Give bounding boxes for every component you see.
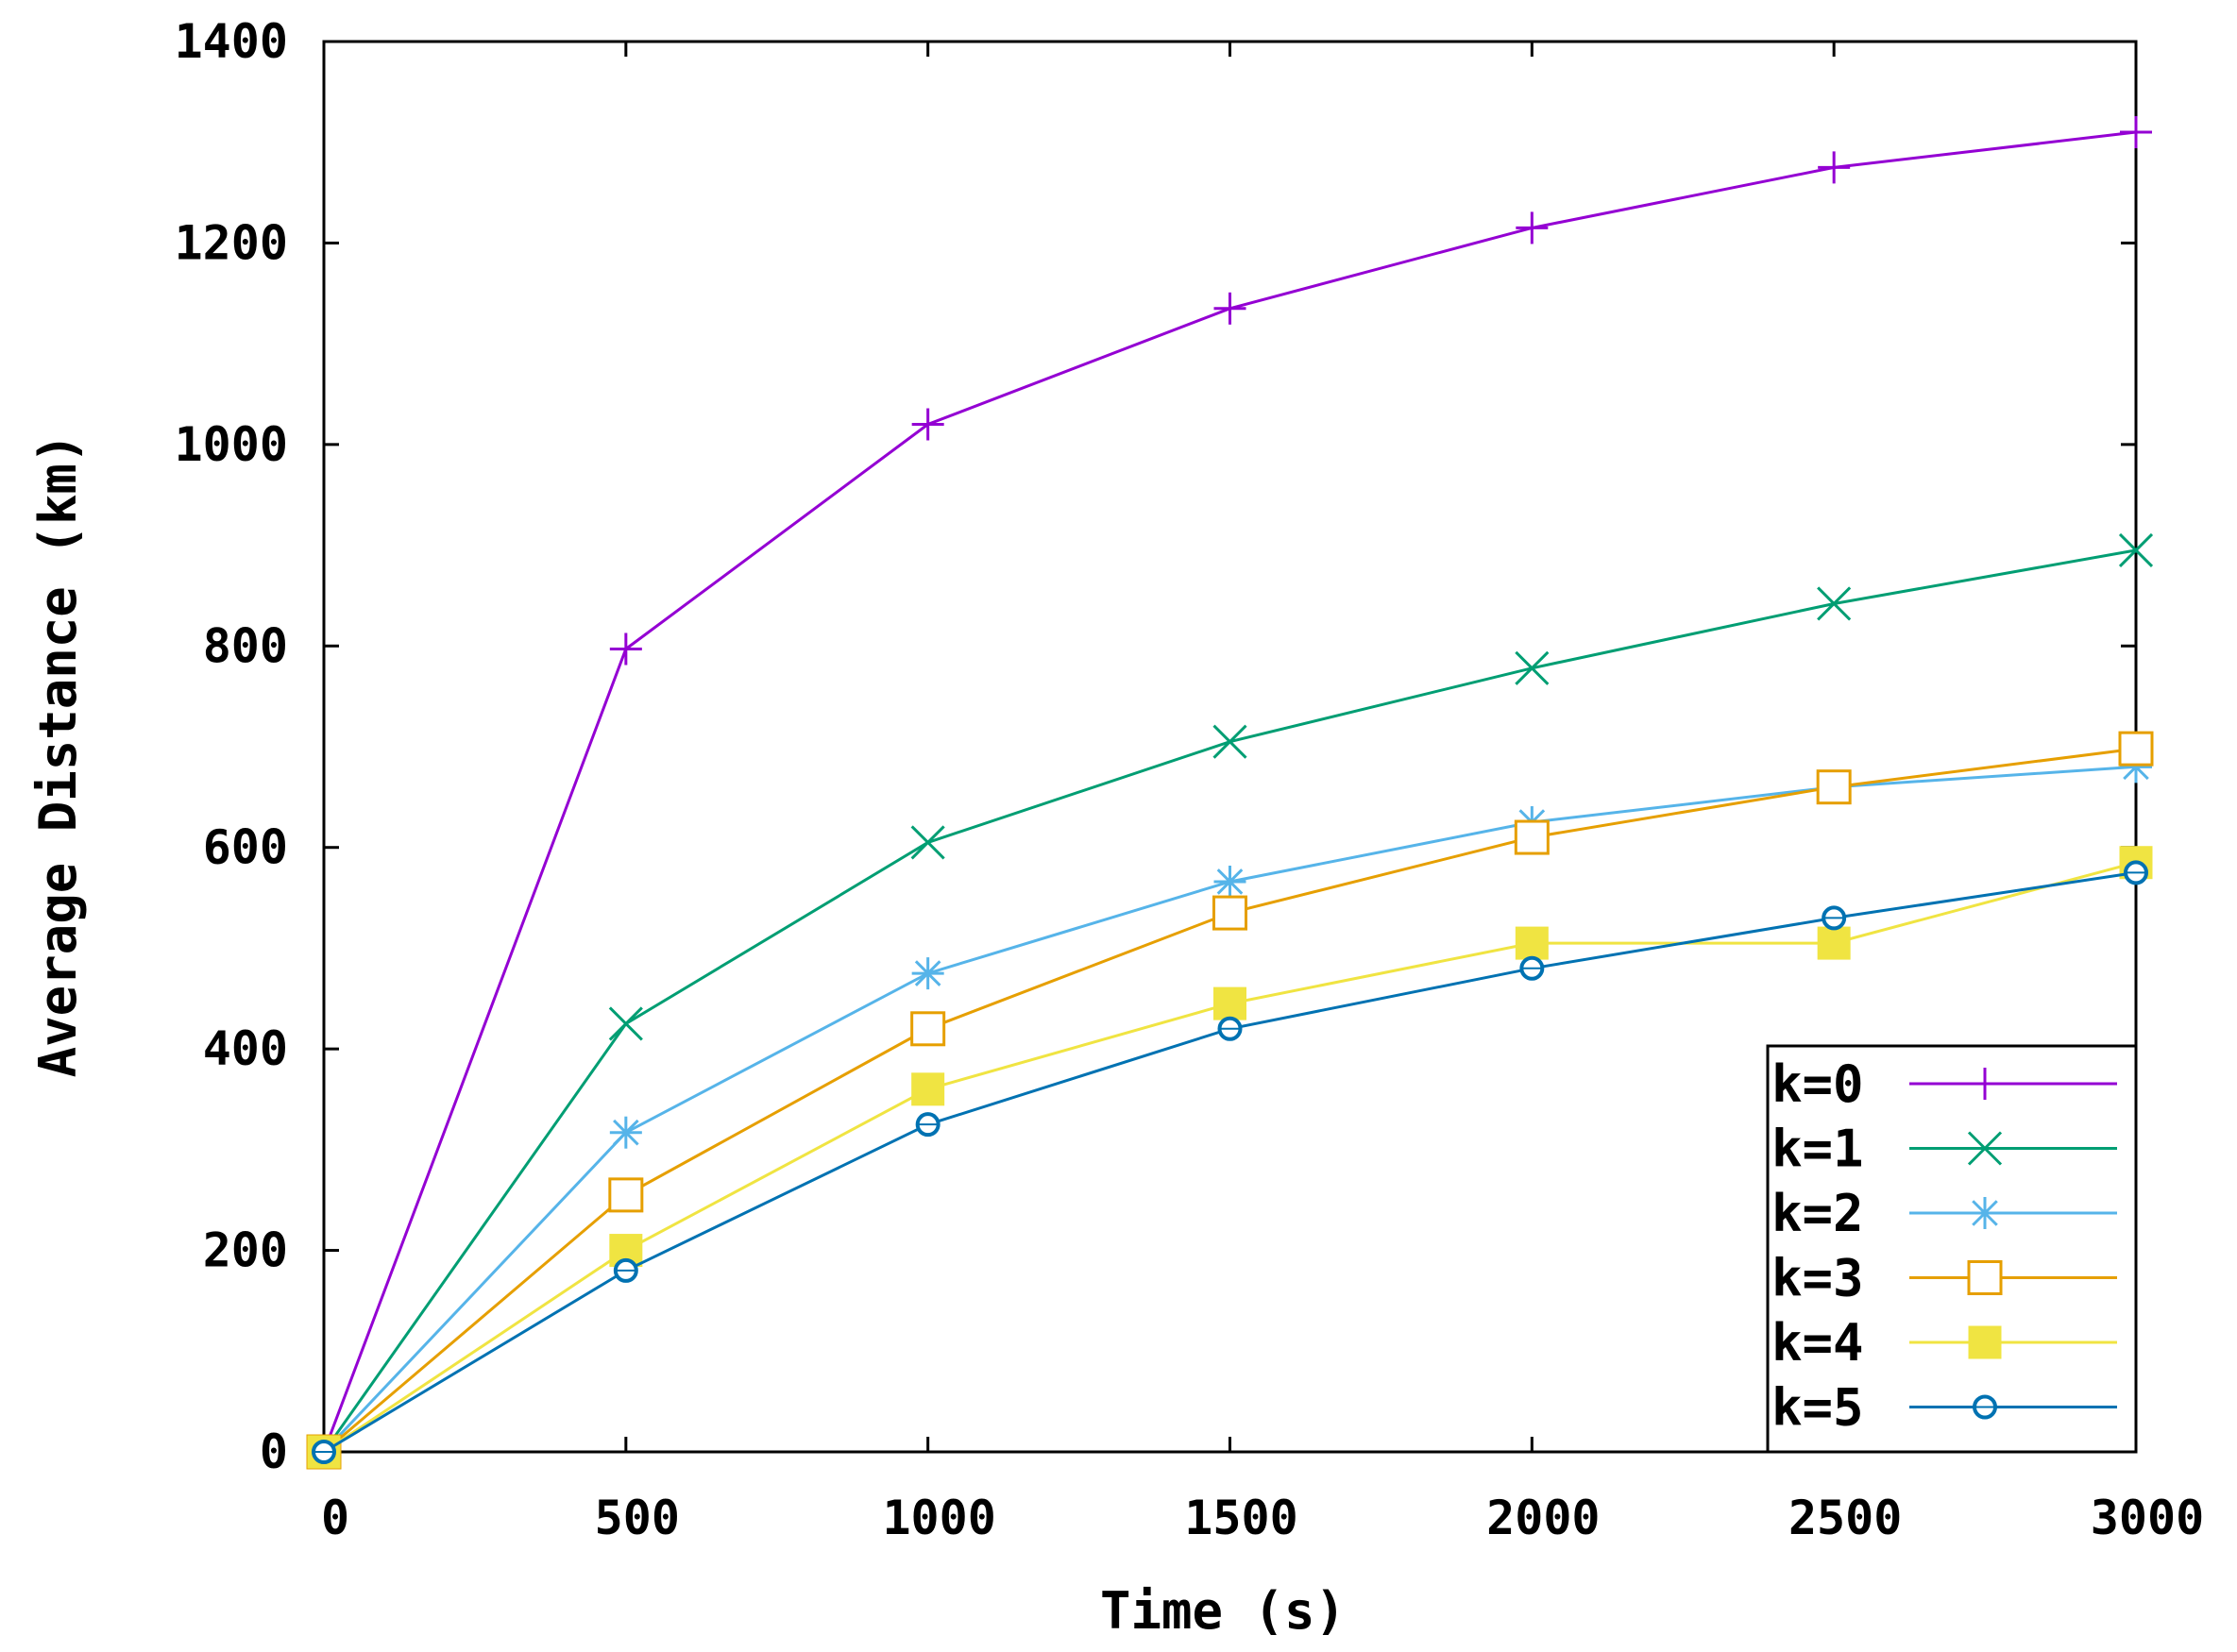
legend-label: k=0 — [1771, 1054, 1864, 1114]
x-tick-label: 2000 — [1486, 1491, 1600, 1545]
legend-box — [1766, 1044, 2138, 1454]
legend-label: k=4 — [1771, 1313, 1864, 1373]
marker-shape — [2118, 731, 2154, 767]
data-point — [2118, 532, 2154, 567]
marker-shape — [1514, 819, 1550, 855]
x-tick-label: 3000 — [2091, 1491, 2204, 1545]
y-tick-label: 800 — [203, 618, 288, 673]
data-point — [609, 632, 642, 666]
marker-stroke — [613, 1119, 639, 1146]
series-k5 — [312, 860, 2148, 1464]
marker-stroke — [1967, 1131, 2003, 1166]
series-k1 — [306, 532, 2154, 1470]
x-tick-label: 500 — [595, 1491, 680, 1545]
data-point — [1817, 926, 1851, 960]
y-tick-label: 200 — [203, 1223, 288, 1278]
y-tick-label: 0 — [260, 1424, 288, 1479]
data-point — [613, 1257, 638, 1283]
marker-shape — [1515, 926, 1549, 960]
x-tick-label: 1500 — [1184, 1491, 1297, 1545]
data-point — [1816, 769, 1852, 805]
data-point — [1213, 865, 1246, 898]
data-point — [1213, 986, 1246, 1020]
marker-shape — [1817, 926, 1851, 960]
marker-shape — [1967, 1260, 2003, 1295]
legend: k=0 k=1k=2 k=3k=4k=5 — [1766, 1044, 2138, 1454]
data-point — [911, 408, 944, 441]
marker-stroke — [1515, 650, 1550, 685]
data-point — [608, 1006, 643, 1041]
x-tick-label: 1000 — [882, 1491, 995, 1545]
marker-shape — [608, 1177, 644, 1213]
marker-stroke — [2118, 532, 2154, 567]
axes-layer: 0 200 400 600 800 1000 1200 1400 0 500 1000 1500 200… — [175, 14, 2205, 1545]
data-point — [911, 1072, 945, 1106]
data-point — [1818, 151, 1851, 184]
data-point — [1515, 926, 1549, 960]
marker-stroke — [914, 960, 941, 986]
data-point — [1822, 905, 1847, 931]
data-point — [2124, 860, 2148, 885]
data-point — [2118, 731, 2154, 767]
legend-marker — [1969, 1068, 2001, 1100]
data-point — [910, 825, 945, 860]
marker-stroke — [1216, 868, 1244, 895]
y-tick-label: 400 — [203, 1021, 288, 1076]
marker-stroke — [1212, 724, 1247, 759]
marker-stroke — [1817, 586, 1852, 621]
data-point — [608, 1177, 644, 1213]
data-point — [1217, 1016, 1243, 1041]
marker-stroke — [608, 1006, 643, 1041]
marker-shape — [1816, 769, 1852, 805]
y-axis-label: Average Distance (km) — [28, 433, 88, 1078]
data-point — [312, 1440, 336, 1464]
marker-shape — [910, 1011, 946, 1047]
data-point — [1516, 211, 1549, 244]
legend-marker — [1967, 1131, 2003, 1166]
marker-shape — [911, 1072, 945, 1106]
data-point — [1212, 895, 1247, 931]
data-point — [1817, 586, 1852, 621]
data-point — [910, 1011, 946, 1047]
data-point — [911, 957, 944, 990]
data-point — [609, 1116, 642, 1149]
legend-label: k=1 — [1771, 1120, 1864, 1179]
x-tick-label: 0 — [321, 1491, 349, 1545]
marker-shape — [1968, 1325, 2002, 1359]
data-point — [1514, 819, 1550, 855]
legend-marker — [1967, 1260, 2003, 1295]
legend-label: k=3 — [1771, 1249, 1864, 1308]
marker-shape — [1213, 986, 1246, 1020]
data-point — [1213, 292, 1246, 325]
y-tick-label: 600 — [203, 820, 288, 875]
x-axis-label: Time (s) — [1100, 1581, 1346, 1641]
y-tick-label: 1200 — [175, 215, 288, 270]
y-tick-label: 1400 — [175, 14, 288, 69]
legend-label: k=5 — [1771, 1378, 1864, 1438]
legend-marker — [1969, 1197, 2001, 1229]
marker-stroke — [1972, 1200, 1998, 1226]
series-layer — [306, 116, 2154, 1470]
marker-stroke — [910, 825, 945, 860]
legend-marker — [1968, 1325, 2002, 1359]
data-point — [1519, 955, 1545, 981]
data-point — [915, 1112, 941, 1138]
series-k0 — [308, 116, 2152, 1468]
data-point — [1212, 724, 1247, 759]
marker-shape — [1212, 895, 1247, 931]
x-tick-label: 2500 — [1788, 1491, 1902, 1545]
legend-marker — [1973, 1394, 1997, 1420]
legend-label: k=2 — [1771, 1184, 1864, 1243]
data-point — [2120, 116, 2152, 149]
y-tick-label: 1000 — [175, 417, 288, 472]
data-point — [1515, 650, 1550, 685]
